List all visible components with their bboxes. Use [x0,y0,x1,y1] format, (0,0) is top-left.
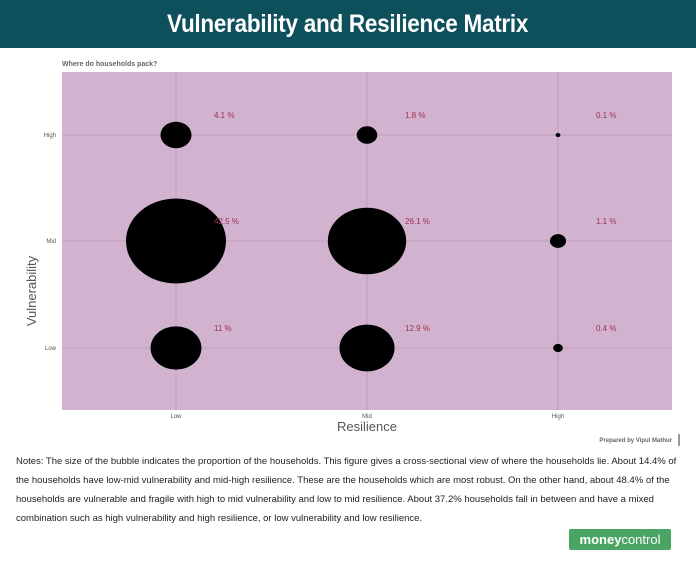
data-label: 1.1 % [596,217,616,226]
notes-text: Notes: The size of the bubble indicates … [16,456,677,524]
bubble [126,198,226,284]
y-tick-layer: Low Mid High [44,133,57,352]
x-tick-label: Low [170,414,182,420]
y-axis-label: Vulnerability [24,255,39,326]
data-label-layer: 4.1 % 1.8 % 0.1 % 42.5 % 26.1 % 1.1 % 11 % 12.9… [214,111,616,333]
bubble [553,343,563,353]
data-label: 0.1 % [596,111,616,120]
bubble-chart: Where do households pack? 4.1 % 1.8 % 0.1 … [24,61,680,446]
x-tick-label: Mid [362,414,372,420]
data-label: 26.1 % [405,217,430,226]
logo-control: control [621,532,661,547]
data-label: 0.4 % [596,324,616,333]
y-tick-label: Mid [46,239,56,245]
data-label: 11 % [214,324,232,333]
bubble-layer [126,121,567,372]
x-axis-label: Resilience [337,419,397,434]
data-label: 1.8 % [405,111,425,120]
logo-money: money [579,532,622,547]
credit-text: Prepared by Vipul Mathur [599,438,672,444]
moneycontrol-logo: money control [569,529,671,550]
y-tick-label: Low [45,346,57,352]
y-tick-label: High [44,133,56,139]
page-title: Vulnerability and Resilience Matrix [167,9,529,38]
x-tick-layer: Low Mid High [170,414,564,420]
bubble [339,324,395,372]
bubble [327,207,407,275]
bubble [150,326,202,370]
chart-subtitle: Where do households pack? [62,61,157,68]
bubble [549,234,567,248]
bubble [356,126,378,144]
data-label: 4.1 % [214,111,234,120]
bubble [555,132,561,138]
data-label: 12.9 % [405,324,430,333]
header-bar: Vulnerability and Resilience Matrix [0,0,696,48]
data-label: 42.5 % [214,217,239,226]
bubble [160,121,192,149]
x-tick-label: High [552,414,564,420]
